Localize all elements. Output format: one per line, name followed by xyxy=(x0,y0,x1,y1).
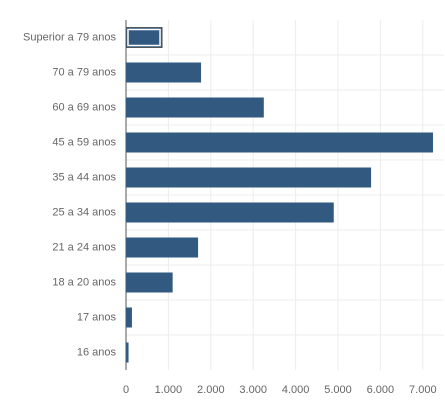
bar[interactable] xyxy=(126,97,264,118)
y-tick-label: 17 anos xyxy=(77,311,117,323)
bar[interactable] xyxy=(126,62,202,83)
y-tick-label: Superior a 79 anos xyxy=(23,31,116,43)
bar[interactable] xyxy=(126,132,433,153)
x-tick-label: 0 xyxy=(123,384,129,396)
x-tick-label: 2.000 xyxy=(197,384,225,396)
bar[interactable] xyxy=(126,307,132,328)
y-tick-label: 70 a 79 anos xyxy=(52,66,116,78)
x-tick-label: 3.000 xyxy=(239,384,267,396)
y-tick-label: 25 a 34 anos xyxy=(52,206,116,218)
bar-highlight xyxy=(127,28,161,47)
bar[interactable] xyxy=(125,27,163,48)
x-tick-label: 1.000 xyxy=(155,384,183,396)
x-tick-label: 4.000 xyxy=(282,384,310,396)
y-tick-label: 60 a 69 anos xyxy=(52,101,116,113)
y-tick-label: 35 a 44 anos xyxy=(52,171,116,183)
x-tick-label: 5.000 xyxy=(324,384,352,396)
y-tick-label: 45 a 59 anos xyxy=(52,136,116,148)
bar[interactable] xyxy=(126,202,334,223)
x-tick-label: 7.000 xyxy=(409,384,437,396)
bar[interactable] xyxy=(126,272,173,293)
x-tick-label: 6.000 xyxy=(367,384,395,396)
y-tick-label: 16 anos xyxy=(77,346,117,358)
bar[interactable] xyxy=(126,342,129,363)
bar[interactable] xyxy=(126,237,199,258)
bar[interactable] xyxy=(126,167,372,188)
y-tick-label: 18 a 20 anos xyxy=(52,276,116,288)
y-tick-label: 21 a 24 anos xyxy=(52,241,116,253)
